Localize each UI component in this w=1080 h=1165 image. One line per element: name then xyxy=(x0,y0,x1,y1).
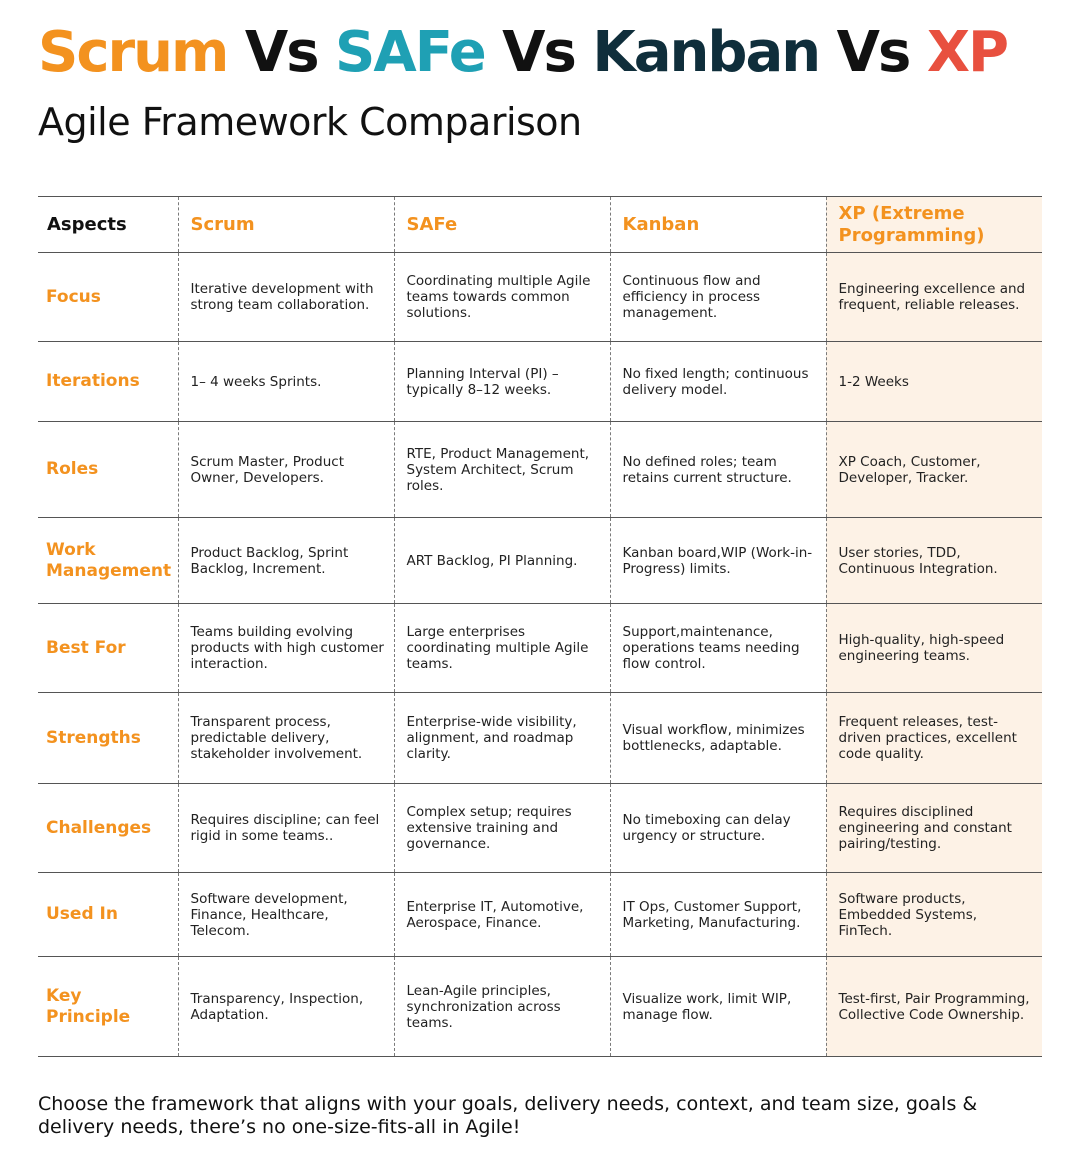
cell-scrum: Teams building evolving products with hi… xyxy=(177,603,394,693)
table-header-row: Aspects Scrum SAFe Kanban XP (Extreme Pr… xyxy=(38,196,1042,253)
cell-kanban: Support,maintenance, operations teams ne… xyxy=(609,603,826,693)
header-aspects: Aspects xyxy=(47,213,127,235)
title-xp: XP xyxy=(926,20,1009,85)
cell-safe: Lean-Agile principles, synchronization a… xyxy=(393,956,610,1057)
table-row: Key Principle Transparency, Inspection, … xyxy=(38,956,1042,1057)
table-row: Work Management Product Backlog, Sprint … xyxy=(38,517,1042,604)
cell-kanban: IT Ops, Customer Support, Marketing, Man… xyxy=(609,872,826,957)
cell-kanban: Continuous flow and efficiency in proces… xyxy=(609,252,826,342)
cell-scrum: Transparent process, predictable deliver… xyxy=(177,692,394,784)
title-vs: Vs xyxy=(484,20,593,85)
cell-safe: Coordinating multiple Agile teams toward… xyxy=(393,252,610,342)
table-row: Strengths Transparent process, predictab… xyxy=(38,692,1042,784)
cell-scrum: Transparency, Inspection, Adaptation. xyxy=(177,956,394,1057)
cell-xp: Frequent releases, test-driven practices… xyxy=(825,692,1042,784)
row-heading: Roles xyxy=(46,459,99,479)
cell-xp: Software products, Embedded Systems, Fin… xyxy=(825,872,1042,957)
cell-kanban: Visualize work, limit WIP, manage flow. xyxy=(609,956,826,1057)
title-scrum: Scrum xyxy=(38,20,229,85)
cell-scrum: Scrum Master, Product Owner, Developers. xyxy=(177,421,394,518)
cell-safe: ART Backlog, PI Planning. xyxy=(393,517,610,604)
cell-scrum: Product Backlog, Sprint Backlog, Increme… xyxy=(177,517,394,604)
cell-xp: Requires disciplined engineering and con… xyxy=(825,783,1042,873)
cell-xp: Engineering excellence and frequent, rel… xyxy=(825,252,1042,342)
cell-safe: Large enterprises coordinating multiple … xyxy=(393,603,610,693)
cell-xp: User stories, TDD, Continuous Integratio… xyxy=(825,517,1042,604)
header-xp: XP (Extreme Programming) xyxy=(825,196,1042,253)
cell-kanban: No timeboxing can delay urgency or struc… xyxy=(609,783,826,873)
table-row: Best For Teams building evolving product… xyxy=(38,603,1042,693)
cell-kanban: No fixed length; continuous delivery mod… xyxy=(609,341,826,422)
header-safe: SAFe xyxy=(393,196,610,253)
table-row: Challenges Requires discipline; can feel… xyxy=(38,783,1042,873)
header-kanban: Kanban xyxy=(609,196,826,253)
cell-kanban: No defined roles; team retains current s… xyxy=(609,421,826,518)
cell-scrum: Iterative development with strong team c… xyxy=(177,252,394,342)
title-vs: Vs xyxy=(819,20,927,85)
footer-note: Choose the framework that aligns with yo… xyxy=(38,1093,978,1138)
cell-kanban: Visual workflow, minimizes bottlenecks, … xyxy=(609,692,826,784)
comparison-table: Aspects Scrum SAFe Kanban XP (Extreme Pr… xyxy=(38,196,1042,1057)
table-row: Roles Scrum Master, Product Owner, Devel… xyxy=(38,421,1042,518)
cell-safe: Enterprise-wide visibility, alignment, a… xyxy=(393,692,610,784)
cell-xp: XP Coach, Customer, Developer, Tracker. xyxy=(825,421,1042,518)
cell-scrum: 1– 4 weeks Sprints. xyxy=(177,341,394,422)
title-vs: Vs xyxy=(227,20,336,85)
table-row: Iterations 1– 4 weeks Sprints. Planning … xyxy=(38,341,1042,422)
header-scrum: Scrum xyxy=(177,196,394,253)
row-heading: Focus xyxy=(46,286,101,307)
row-heading: Challenges xyxy=(46,817,152,838)
row-heading: Strengths xyxy=(46,727,141,748)
cell-safe: Complex setup; requires extensive traini… xyxy=(393,783,610,873)
cell-xp: High-quality, high-speed engineering tea… xyxy=(825,603,1042,693)
row-heading: Key Principle xyxy=(46,985,131,1027)
page-subtitle: Agile Framework Comparison xyxy=(38,100,582,144)
table-row: Focus Iterative development with strong … xyxy=(38,252,1042,342)
cell-scrum: Requires discipline; can feel rigid in s… xyxy=(177,783,394,873)
row-heading: Used In xyxy=(46,904,118,924)
title-kanban: Kanban xyxy=(592,20,821,85)
row-heading: Best For xyxy=(46,637,126,658)
cell-xp: 1-2 Weeks xyxy=(825,341,1042,422)
row-heading: Iterations xyxy=(46,371,140,391)
cell-scrum: Software development, Finance, Healthcar… xyxy=(177,872,394,957)
row-heading: Work Management xyxy=(46,539,172,581)
cell-safe: Enterprise IT, Automotive, Aerospace, Fi… xyxy=(393,872,610,957)
cell-xp: Test-first, Pair Programming, Collective… xyxy=(825,956,1042,1057)
title-safe: SAFe xyxy=(335,20,487,85)
table-row: Used In Software development, Finance, H… xyxy=(38,872,1042,957)
cell-safe: Planning Interval (PI) – typically 8–12 … xyxy=(393,341,610,422)
cell-kanban: Kanban board,WIP (Work-in-Progress) limi… xyxy=(609,517,826,604)
cell-safe: RTE, Product Management, System Architec… xyxy=(393,421,610,518)
page-title: Scrum Vs SAFe Vs Kanban Vs XP xyxy=(38,18,1009,88)
